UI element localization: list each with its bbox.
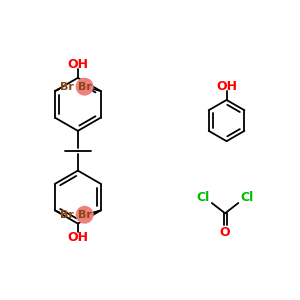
Text: OH: OH (216, 80, 237, 93)
Text: Cl: Cl (241, 190, 254, 204)
Text: Br: Br (60, 82, 74, 92)
Text: Br: Br (78, 210, 92, 220)
Text: Cl: Cl (196, 190, 210, 204)
Text: Br: Br (78, 82, 92, 92)
Text: Br: Br (60, 210, 74, 220)
Text: O: O (220, 226, 230, 239)
Circle shape (76, 78, 93, 95)
Text: OH: OH (68, 58, 88, 71)
Text: OH: OH (68, 231, 88, 244)
Circle shape (76, 206, 93, 223)
